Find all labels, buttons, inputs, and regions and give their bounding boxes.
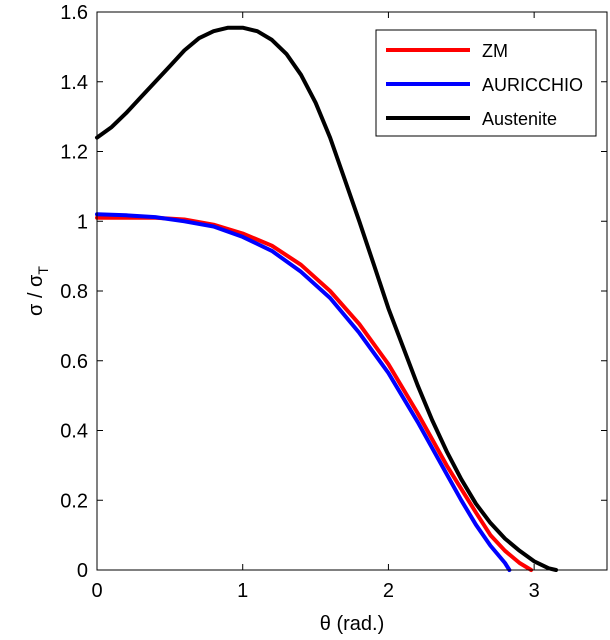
x-tick-label: 3 [529, 580, 540, 602]
y-tick-label: 1.4 [60, 72, 88, 94]
x-tick-label: 0 [91, 580, 102, 602]
x-axis-label: θ (rad.) [320, 613, 384, 635]
y-tick-label: 1.2 [60, 142, 88, 164]
y-axis-label: σ / σT [25, 266, 51, 316]
legend: ZM AURICCHIO Austenite [375, 29, 597, 137]
y-axis-label-subscript: T [35, 266, 51, 275]
y-tick-label: 1.6 [60, 2, 88, 24]
axis-ticks: 0 1 2 3 0 0.2 0.4 0.6 0.8 1 1.2 1.4 1.6 [60, 2, 607, 602]
series-line-zm [95, 215, 534, 572]
series-line-auricchio [95, 212, 512, 572]
legend-label-auricchio: AURICCHIO [482, 75, 583, 95]
x-tick-label: 2 [383, 580, 394, 602]
legend-label-zm: ZM [482, 41, 508, 61]
y-tick-label: 1 [77, 211, 88, 233]
x-tick-label: 1 [237, 580, 248, 602]
y-axis-label-main: σ / σ [25, 274, 47, 316]
y-tick-label: 0.8 [60, 281, 88, 303]
y-tick-label: 0 [77, 560, 88, 582]
series-line-austenite [95, 25, 558, 572]
y-tick-label: 0.2 [60, 490, 88, 512]
y-tick-label: 0.6 [60, 351, 88, 373]
plot-area [95, 25, 558, 572]
legend-label-austenite: Austenite [482, 109, 557, 129]
y-tick-label: 0.4 [60, 421, 88, 443]
